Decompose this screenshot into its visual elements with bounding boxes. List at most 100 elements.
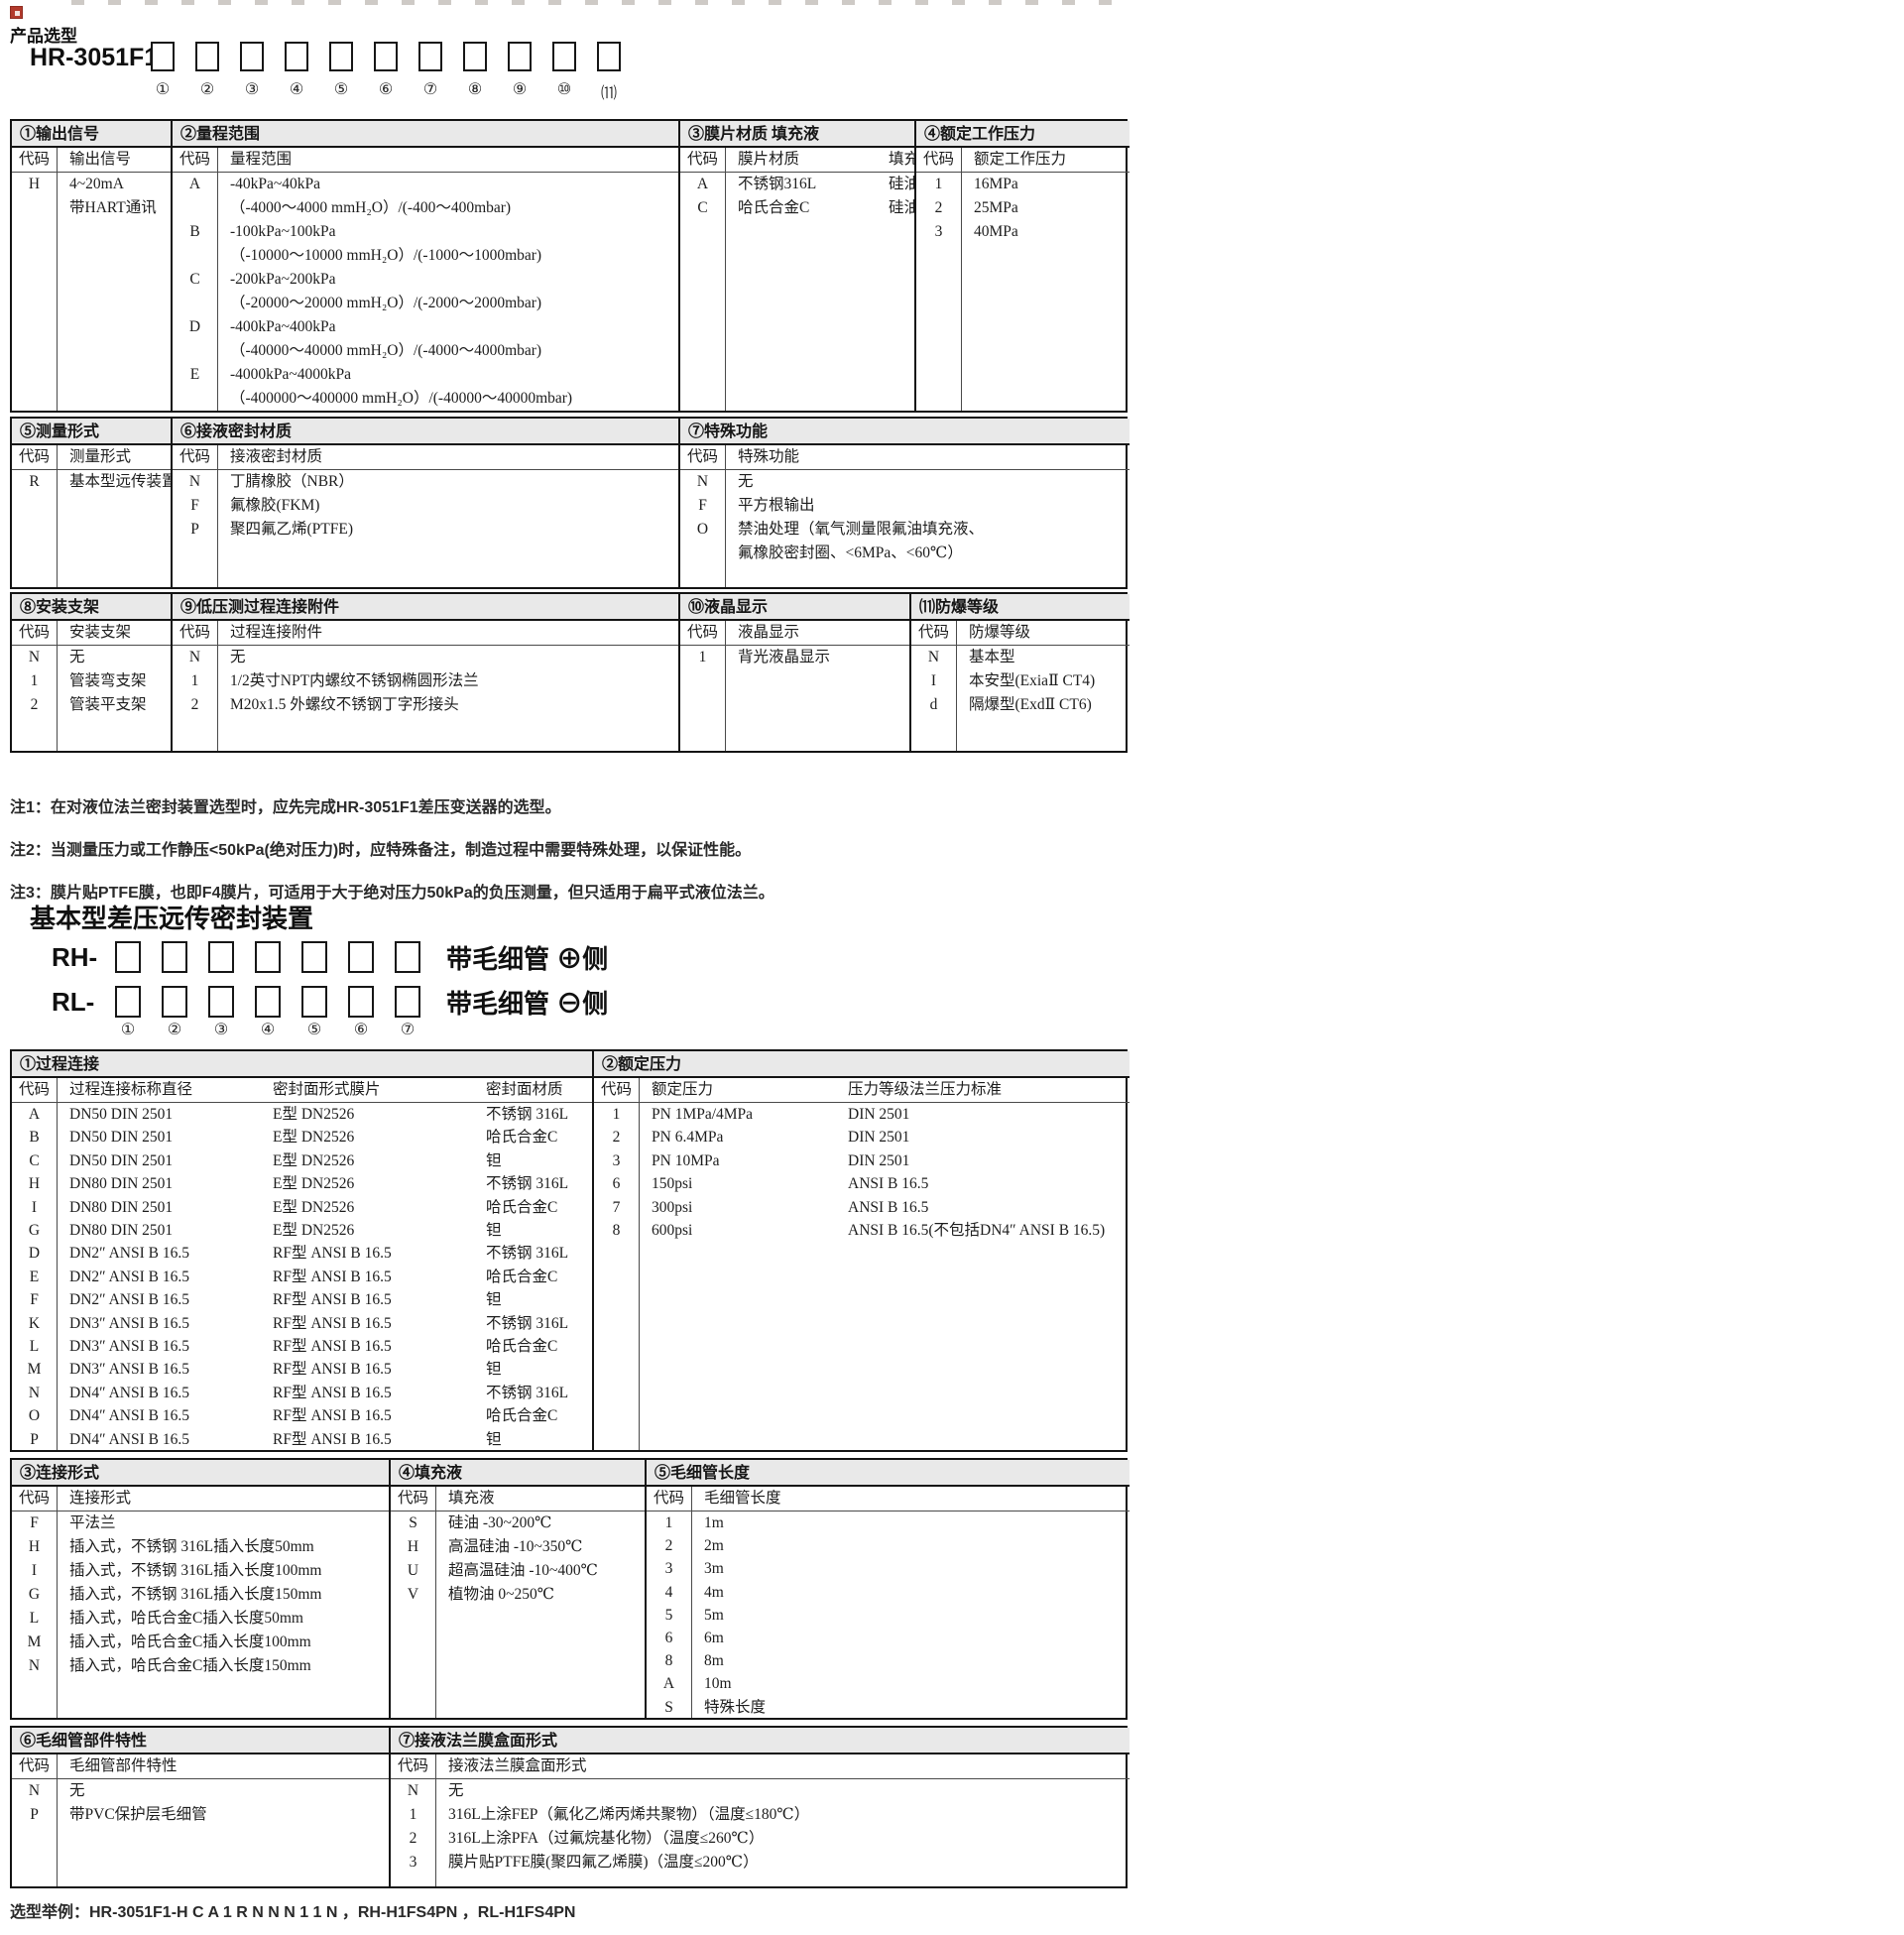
description-line: 无: [738, 473, 754, 490]
spec-row: I DN80 DIN 2501 E型 DN2526 哈氏合金C: [12, 1196, 592, 1219]
selection-code-box: [301, 941, 327, 973]
spec-row: d 隔爆型(ExdⅡ CT6): [911, 693, 1130, 717]
row-cell: E型 DN2526: [273, 1198, 355, 1216]
spec-section: ④额定工作压力 代码 额定工作压力 1 16MPa 2 25MPa 3 40MPa: [914, 121, 1130, 411]
section-body: N 无 1 1/2英寸NPT内螺纹不锈钢椭圆形法兰 2 M20x1.5 外螺纹不锈钢丁字形…: [173, 646, 678, 751]
spec-row: I 本安型(ExiaⅡ CT4): [911, 669, 1130, 693]
code-column-header: 代码: [686, 624, 718, 641]
description-line: 10m: [704, 1675, 732, 1693]
description-line: 6m: [704, 1630, 724, 1647]
row-code: 1: [190, 672, 199, 689]
row-code: N: [188, 649, 201, 665]
row-code: 2: [612, 1129, 621, 1147]
row-cell: 600psi: [652, 1222, 693, 1240]
selection-code-box: [463, 42, 487, 71]
row-description: -4000kPa~4000kPa （-400000～400000 mmH₂O）/(…: [217, 363, 678, 411]
row-description: 2m: [691, 1534, 1130, 1557]
note-1: 注1：在对液位法兰密封装置选型时，应先完成HR-3051F1差压变送器的选型。: [10, 799, 561, 816]
row-cell: 钽: [486, 1291, 502, 1309]
desc-column-header: 密封面材质: [486, 1081, 563, 1098]
code-column-header: 代码: [18, 448, 50, 465]
row-code: M: [27, 1361, 42, 1379]
desc-column-header: 特殊功能: [738, 448, 800, 465]
description-line: -40kPa~40kPa: [230, 176, 321, 192]
spec-table-output-range: ①输出信号 代码 输出信号 H 4~20mA 带HART通讯 ②量程范围 代码 量程范围 A -40…: [10, 119, 1130, 413]
spec-row: A 不锈钢316L 硅油: [680, 173, 914, 196]
description-line: 8m: [704, 1652, 724, 1670]
desc-column-header: 过程连接标称直径: [69, 1081, 193, 1098]
spec-row: N DN4″ ANSI B 16.5 RF型 ANSI B 16.5 不锈钢 316L: [12, 1382, 592, 1404]
section-body: A -40kPa~40kPa （-4000～4000 mmH₂O）/(-400～40…: [173, 173, 678, 411]
row-code: E: [189, 366, 200, 383]
page-title: 产品选型: [10, 27, 77, 46]
row-code: 3: [934, 223, 943, 240]
row-cell: 钽: [486, 1430, 502, 1448]
spec-row: A 10m: [647, 1672, 1130, 1695]
spec-row: A -40kPa~40kPa （-4000～4000 mmH₂O）/(-400～40…: [173, 173, 678, 220]
row-code: 3: [664, 1560, 673, 1578]
spec-row: F DN2″ ANSI B 16.5 RF型 ANSI B 16.5 钽: [12, 1288, 592, 1311]
position-label: ①: [120, 1022, 136, 1038]
spec-row: P 聚四氟乙烯(PTFE): [173, 518, 678, 542]
row-code: C: [189, 271, 200, 288]
row-cell: 不锈钢 316L: [486, 1384, 569, 1401]
row-code: 2: [934, 199, 943, 216]
row-description: -400kPa~400kPa （-40000～40000 mmH₂O）/(-400…: [217, 315, 678, 363]
row-cell: 钽: [486, 1361, 502, 1379]
row-description: 插入式，不锈钢 316L插入长度150mm: [57, 1583, 389, 1607]
description-line: M20x1.5 外螺纹不锈钢丁字形接头: [230, 696, 459, 713]
selection-code-box: [115, 941, 141, 973]
row-code: N: [28, 1657, 41, 1674]
code-column-header: 代码: [178, 624, 210, 641]
row-description: 4~20mA 带HART通讯: [57, 173, 171, 220]
spec-row: 3 膜片贴PTFE膜(聚四氟乙烯膜)（温度≤200℃）: [391, 1851, 1130, 1875]
section-body: S 硅油 -30~200℃ H 高温硅油 -10~350℃ U 超高温硅油 -10~400…: [391, 1512, 645, 1718]
row-code: H: [28, 1538, 41, 1555]
description-line: 丁腈橡胶（NBR）: [230, 473, 354, 490]
description-line: 4m: [704, 1583, 724, 1601]
spec-row: S 硅油 -30~200℃: [391, 1512, 645, 1535]
row-cell: 哈氏合金C: [486, 1338, 558, 1356]
spec-section: ⑥接液密封材质 代码 接液密封材质 N 丁腈橡胶（NBR） F 氟橡胶(FKM) P 聚四氟乙烯…: [171, 419, 678, 587]
row-description: 带PVC保护层毛细管: [57, 1803, 389, 1827]
section-title: ②额定压力: [594, 1051, 1130, 1078]
desc-column-header: 接液密封材质: [230, 448, 323, 465]
code-column-header: 代码: [922, 151, 954, 168]
spec-section: ③连接形式 代码 连接形式 F 平法兰 H 插入式，不锈钢 316L插入长度50mm I 插入式…: [12, 1460, 389, 1718]
row-code: C: [29, 1151, 40, 1169]
row-cell: 300psi: [652, 1198, 693, 1216]
row-cell: PN 10MPa: [652, 1151, 720, 1169]
spec-row: 1 管装弯支架: [12, 669, 171, 693]
section-title: ⑥接液密封材质: [173, 419, 678, 445]
row-cell: E型 DN2526: [273, 1129, 355, 1147]
row-code: F: [30, 1514, 39, 1531]
row-code: 2: [190, 696, 199, 713]
row-code: P: [30, 1430, 39, 1448]
position-label: ④: [289, 81, 304, 98]
row-code: 1: [409, 1806, 417, 1823]
spec-row: E DN2″ ANSI B 16.5 RF型 ANSI B 16.5 哈氏合金C: [12, 1266, 592, 1288]
seal-code-boxes-rl: [115, 986, 420, 1018]
section-body: R 基本型远传装置: [12, 470, 171, 587]
spec-row: N 插入式，哈氏合金C插入长度150mm: [12, 1654, 389, 1678]
model-prefix-label: HR-3051F1-: [30, 44, 167, 71]
row-description: 插入式，哈氏合金C插入长度150mm: [57, 1654, 389, 1678]
spec-row: 3 3m: [647, 1557, 1130, 1580]
spec-row: F 平法兰: [12, 1512, 389, 1535]
spec-section: ⑩液晶显示 代码 液晶显示 1 背光液晶显示: [678, 594, 909, 751]
section-subheader: 代码 量程范围: [173, 148, 678, 173]
selection-code-box: [329, 42, 353, 71]
row-cell: ANSI B 16.5: [848, 1198, 929, 1216]
spec-row: 1 1/2英寸NPT内螺纹不锈钢椭圆形法兰: [173, 669, 678, 693]
row-cell: 哈氏合金C: [486, 1198, 558, 1216]
description-line: 5m: [704, 1606, 724, 1624]
selection-code-box: [597, 42, 621, 71]
spec-row: F 氟橡胶(FKM): [173, 494, 678, 518]
section-subheader: 代码 过程连接附件: [173, 621, 678, 646]
spec-row: H 高温硅油 -10~350℃: [391, 1535, 645, 1559]
section-body: 1 PN 1MPa/4MPa DIN 2501 2 PN 6.4MPa DIN 2501 3…: [594, 1103, 1130, 1450]
spec-row: P 带PVC保护层毛细管: [12, 1803, 389, 1827]
